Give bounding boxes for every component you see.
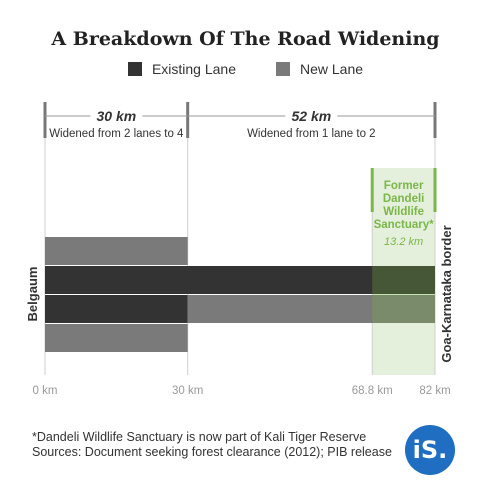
sources: Sources: Document seeking forest clearan… xyxy=(32,445,392,459)
endpoint-end-label: Goa-Karnataka border xyxy=(439,225,454,362)
legend-label-new-lane: New Lane xyxy=(300,61,364,77)
lane-existing-lane-2 xyxy=(45,295,188,323)
sanctuary-length: 13.2 km xyxy=(384,236,423,248)
legend-item-new-lane: New Lane xyxy=(276,61,363,77)
lane-new-lane-3 xyxy=(187,295,435,323)
legend-swatch-new-lane xyxy=(276,62,290,76)
segment-distance-0: 30 km xyxy=(96,108,136,124)
axis-tick-label-0: 0 km xyxy=(33,385,58,397)
sanctuary-name-line-1: Dandeli xyxy=(383,193,425,205)
endpoint-start-label: Belgaum xyxy=(25,267,40,322)
lane-new-lane-4 xyxy=(45,324,188,352)
sanctuary-name-line-2: Wildlife xyxy=(383,206,424,218)
legend-label-existing-lane: Existing Lane xyxy=(151,61,236,77)
footer: *Dandeli Wildlife Sanctuary is now part … xyxy=(32,430,392,460)
chart-title: A Breakdown Of The Road Widening xyxy=(51,28,440,50)
sanctuary-name-line-3: Sanctuary* xyxy=(374,219,435,231)
lane-new-lane-0 xyxy=(45,237,188,265)
sanctuary-name-line-0: Former xyxy=(384,180,424,192)
footnote: *Dandeli Wildlife Sanctuary is now part … xyxy=(32,430,367,444)
legend-swatch-existing-lane xyxy=(127,62,142,76)
lane-existing-lane-1 xyxy=(45,266,435,294)
segment-distance-1: 52 km xyxy=(291,108,331,124)
segment-description-0: Widened from 2 lanes to 4 xyxy=(49,128,184,140)
axis-tick-label-3: 82 km xyxy=(419,385,450,397)
brand-logo: iS. xyxy=(405,425,455,475)
segment-description-1: Widened from 1 lane to 2 xyxy=(247,128,376,140)
sanctuary-overlay xyxy=(372,266,435,323)
axis-tick-label-1: 30 km xyxy=(172,385,203,397)
legend-item-existing-lane: Existing Lane xyxy=(127,61,236,77)
legend: Existing Lane New Lane xyxy=(0,61,491,77)
axis-tick-label-2: 68.8 km xyxy=(352,385,393,397)
